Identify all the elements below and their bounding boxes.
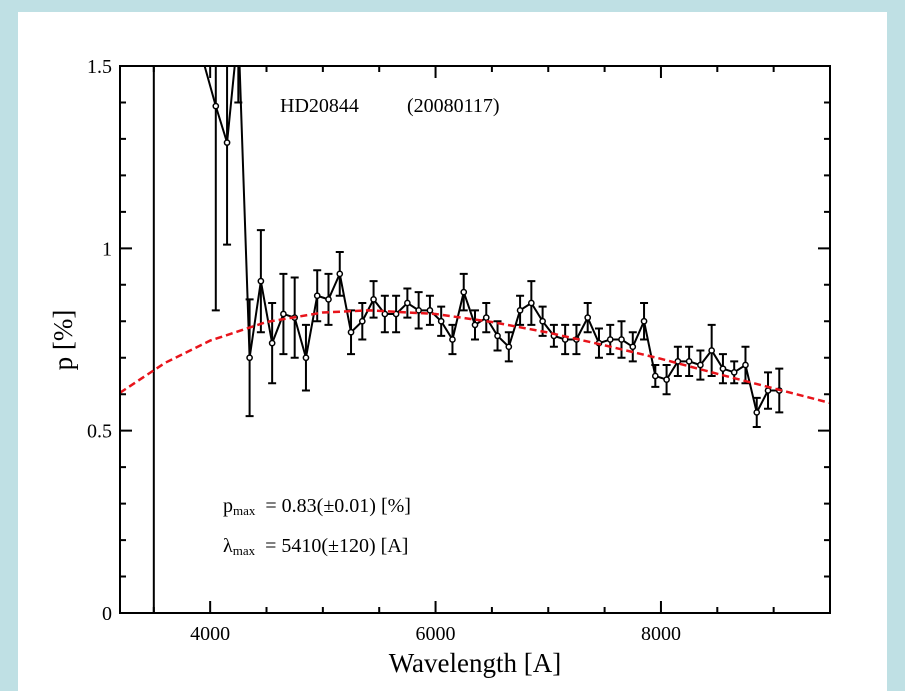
data-point: [640, 317, 648, 325]
data-point: [742, 361, 749, 369]
data-point: [449, 336, 456, 343]
data-point: [527, 299, 535, 307]
data-point: [257, 277, 265, 285]
data-point: [618, 336, 625, 343]
data-point: [426, 306, 434, 314]
fit-subscript: max: [233, 503, 256, 518]
data-point: [753, 409, 761, 416]
fit-label: pmax = 0.83(±0.01) [%]: [223, 495, 411, 518]
data-point: [212, 102, 220, 110]
data-point: [494, 332, 501, 340]
data-point: [313, 292, 321, 300]
data-point: [708, 347, 716, 354]
y-tick-label: 1.5: [87, 56, 112, 78]
data-point: [381, 310, 389, 318]
error-bar: [234, 66, 243, 104]
error-bar: [211, 66, 220, 312]
data-point: [674, 358, 682, 365]
data-point: [471, 321, 479, 329]
fit-text: = 5410(±120) [A]: [265, 535, 408, 557]
y-tick-label: 0.5: [87, 421, 112, 443]
x-tick-label: 6000: [416, 623, 456, 645]
data-point: [223, 139, 231, 146]
data-point: [325, 296, 332, 303]
y-axis-label: p [%]: [48, 310, 78, 371]
data-point: [730, 368, 738, 376]
data-point: [505, 343, 513, 351]
data-point: [516, 306, 524, 314]
data-point: [404, 299, 411, 307]
data-point: [358, 317, 366, 325]
star-label: HD20844: [280, 95, 359, 117]
error-bar: [149, 66, 158, 613]
x-tick-label: 4000: [190, 623, 230, 645]
data-point: [606, 336, 614, 343]
data-point: [460, 288, 468, 296]
data-point: [437, 317, 445, 325]
fit-subscript: max: [233, 543, 256, 558]
data-point: [280, 310, 287, 318]
data-point: [236, 27, 241, 32]
fit-label: λmax = 5410(±120) [A]: [223, 535, 408, 558]
data-point: [370, 296, 377, 303]
x-tick-label: 8000: [641, 623, 681, 645]
x-axis-label: Wavelength [A]: [389, 648, 562, 678]
plot-area: [120, 27, 830, 613]
data-point: [336, 270, 344, 278]
data-point: [719, 365, 727, 373]
axes-box: [119, 65, 831, 614]
date-label: (20080117): [407, 95, 500, 117]
data-point: [482, 314, 490, 321]
data-point: [697, 361, 704, 369]
data-point: [584, 314, 592, 321]
fit-curve: [120, 309, 830, 405]
data-point: [629, 343, 637, 351]
data-point: [302, 354, 310, 362]
y-tick-label: 0: [102, 603, 112, 625]
fit-symbol: λ: [223, 535, 233, 557]
data-point: [764, 387, 772, 394]
y-tick-label: 1: [102, 238, 112, 260]
data-point: [415, 306, 423, 314]
fit-text: = 0.83(±0.01) [%]: [265, 495, 411, 517]
data-point: [347, 328, 355, 336]
data-point: [246, 354, 253, 362]
data-point: [539, 317, 546, 325]
fit-symbol: p: [223, 495, 233, 517]
data-point: [663, 376, 670, 383]
data-point: [685, 358, 693, 365]
data-point: [268, 339, 276, 347]
data-line: [203, 66, 780, 416]
data-point: [651, 372, 659, 380]
